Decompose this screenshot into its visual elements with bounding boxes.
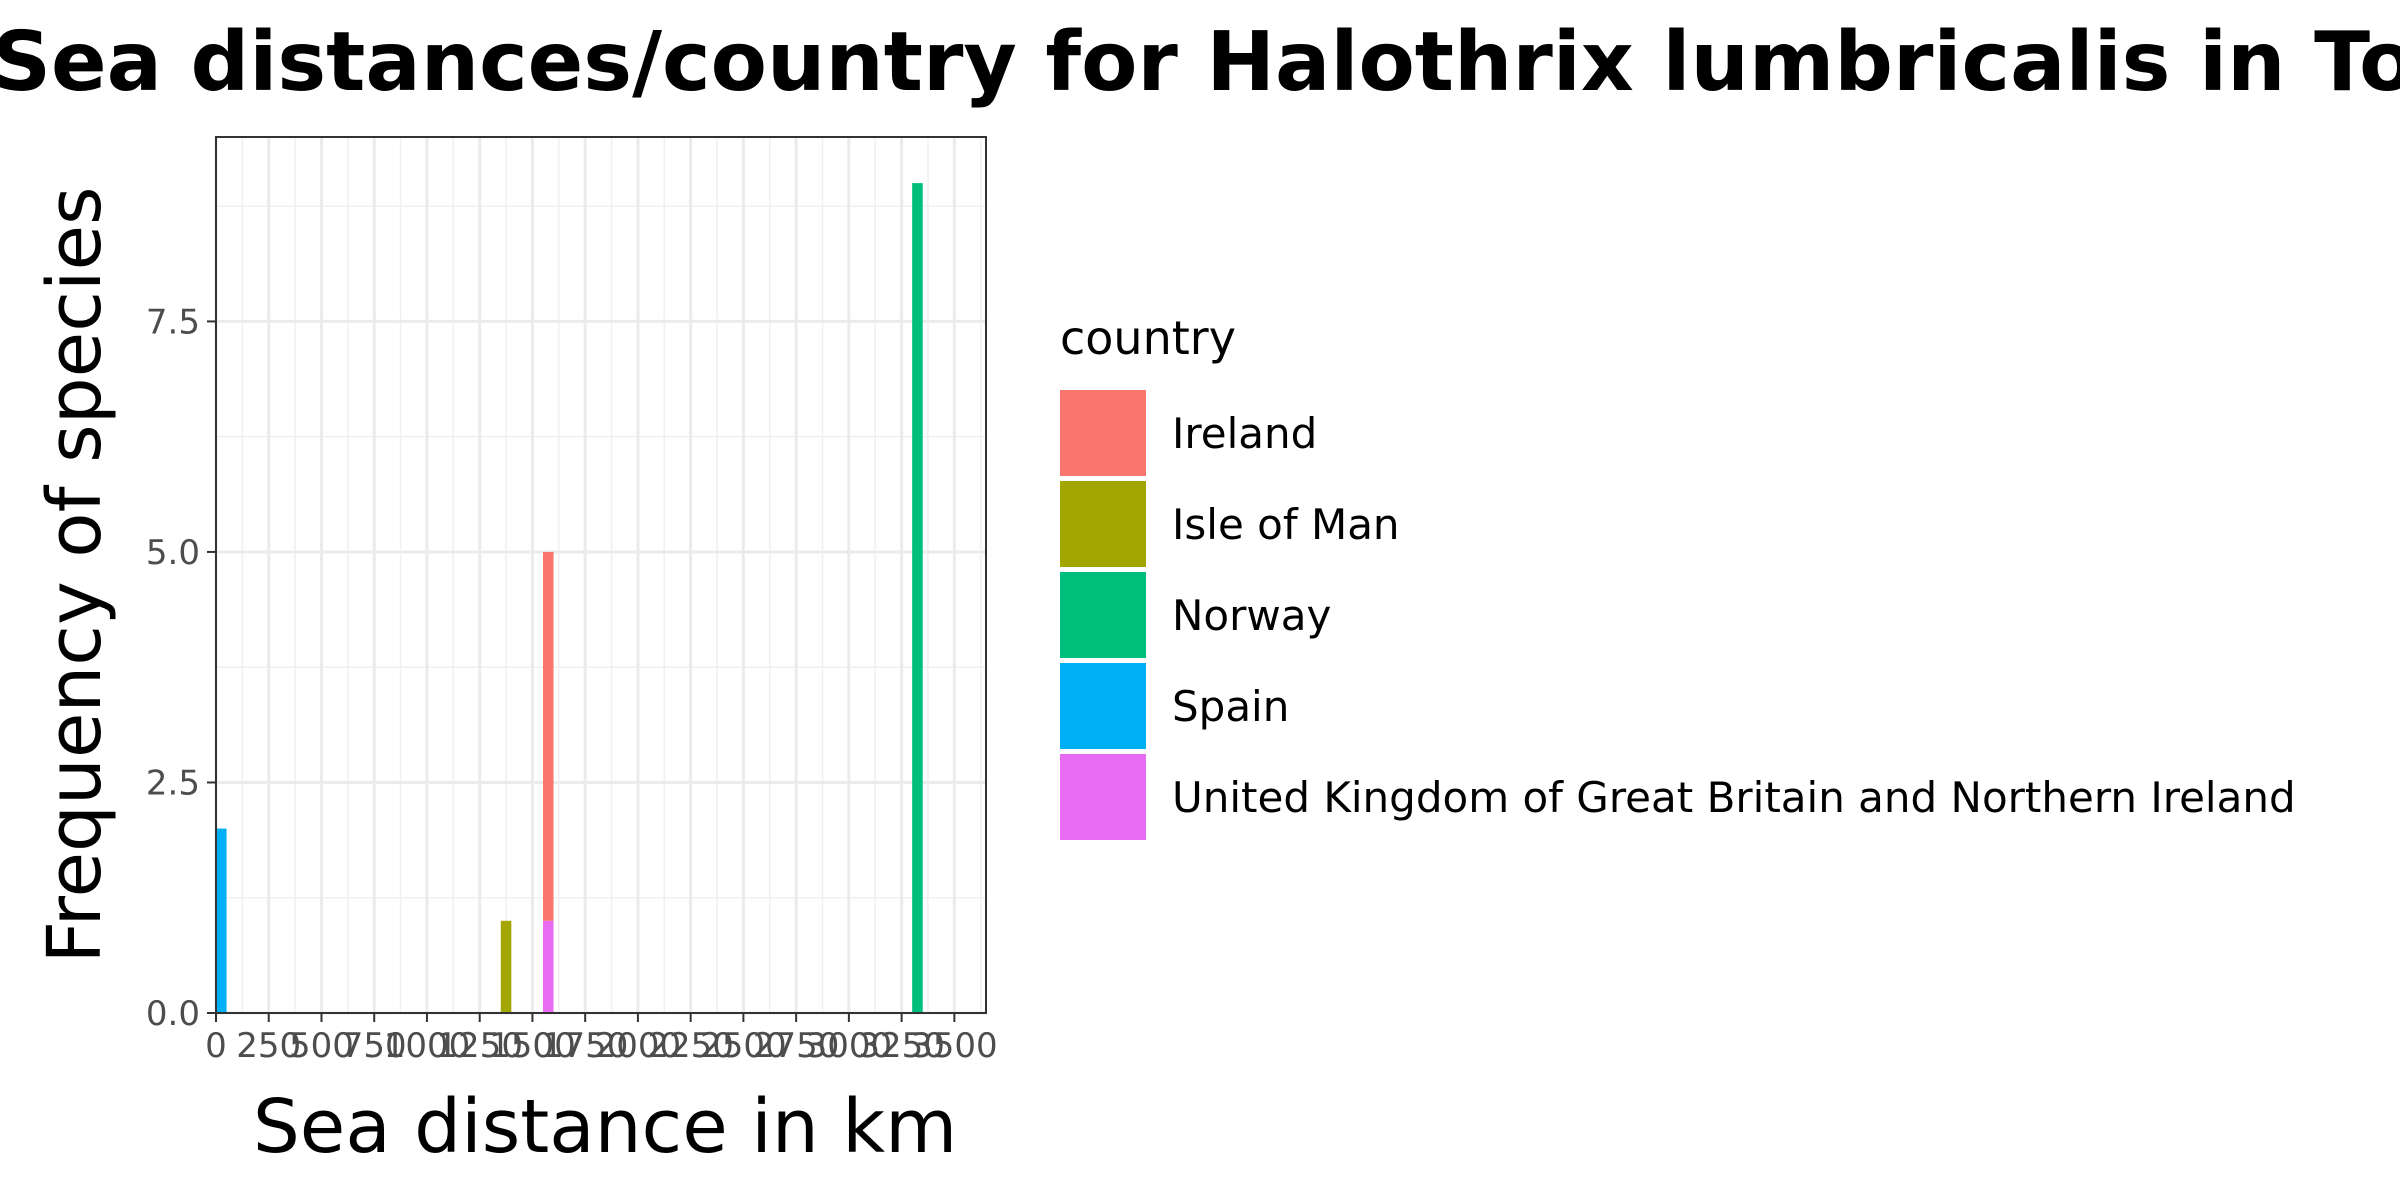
x-tick-label: 1250 bbox=[436, 1026, 523, 1066]
x-tick-label: 3250 bbox=[858, 1026, 945, 1066]
x-tick-label: 2000 bbox=[595, 1026, 682, 1066]
plot-border bbox=[215, 136, 987, 1014]
x-tick-label: 750 bbox=[342, 1026, 407, 1066]
legend-key-isle-of-man bbox=[1060, 481, 1146, 567]
y-tick-label: 2.5 bbox=[146, 763, 200, 803]
y-axis-title: Frequency of species bbox=[32, 186, 118, 963]
x-tick-label: 2750 bbox=[753, 1026, 840, 1066]
legend-key-spain bbox=[1060, 663, 1146, 749]
legend-label: United Kingdom of Great Britain and Nort… bbox=[1172, 773, 2296, 822]
x-tick-label: 3000 bbox=[806, 1026, 893, 1066]
plot-background bbox=[216, 137, 986, 1013]
bar-isle-of-man bbox=[500, 920, 512, 1013]
x-tick-label: 250 bbox=[236, 1026, 301, 1066]
legend-label: Isle of Man bbox=[1172, 500, 1400, 549]
x-tick-label: 1750 bbox=[542, 1026, 629, 1066]
y-tick-label: 0.0 bbox=[146, 994, 200, 1034]
bar-ireland bbox=[542, 551, 554, 921]
x-tick-label: 0 bbox=[205, 1026, 227, 1066]
bar-spain bbox=[216, 828, 227, 1013]
x-tick-label: 2500 bbox=[700, 1026, 787, 1066]
legend-label: Ireland bbox=[1172, 409, 1317, 458]
legend-label: Spain bbox=[1172, 682, 1289, 731]
x-axis-title: Sea distance in km bbox=[253, 1084, 957, 1170]
legend: country Ireland Isle of Man Norway Spain Uni… bbox=[1060, 311, 2296, 840]
plot-area: 0 250500750100012501500175020002250250027… bbox=[146, 136, 998, 1066]
legend-title: country bbox=[1060, 311, 1236, 365]
legend-label: Norway bbox=[1172, 591, 1331, 640]
x-tick-label: 2250 bbox=[647, 1026, 734, 1066]
y-tick-label: 7.5 bbox=[146, 302, 200, 342]
x-tick-label: 500 bbox=[289, 1026, 354, 1066]
legend-key-united-kingdom-of-great-britain-and-northern-ireland bbox=[1060, 754, 1146, 840]
legend-key-ireland bbox=[1060, 390, 1146, 476]
x-tick-label: 1000 bbox=[384, 1026, 471, 1066]
y-tick-label: 5.0 bbox=[146, 533, 200, 573]
chart-title: Sea distances/country for Halothrix lumb… bbox=[0, 15, 2400, 110]
x-tick-label: 3500 bbox=[911, 1026, 998, 1066]
bar-united-kingdom-of-great-britain-and-northern-ireland bbox=[542, 920, 554, 1013]
x-tick-label: 1500 bbox=[489, 1026, 576, 1066]
legend-key-norway bbox=[1060, 572, 1146, 658]
bar-norway bbox=[912, 183, 923, 1013]
